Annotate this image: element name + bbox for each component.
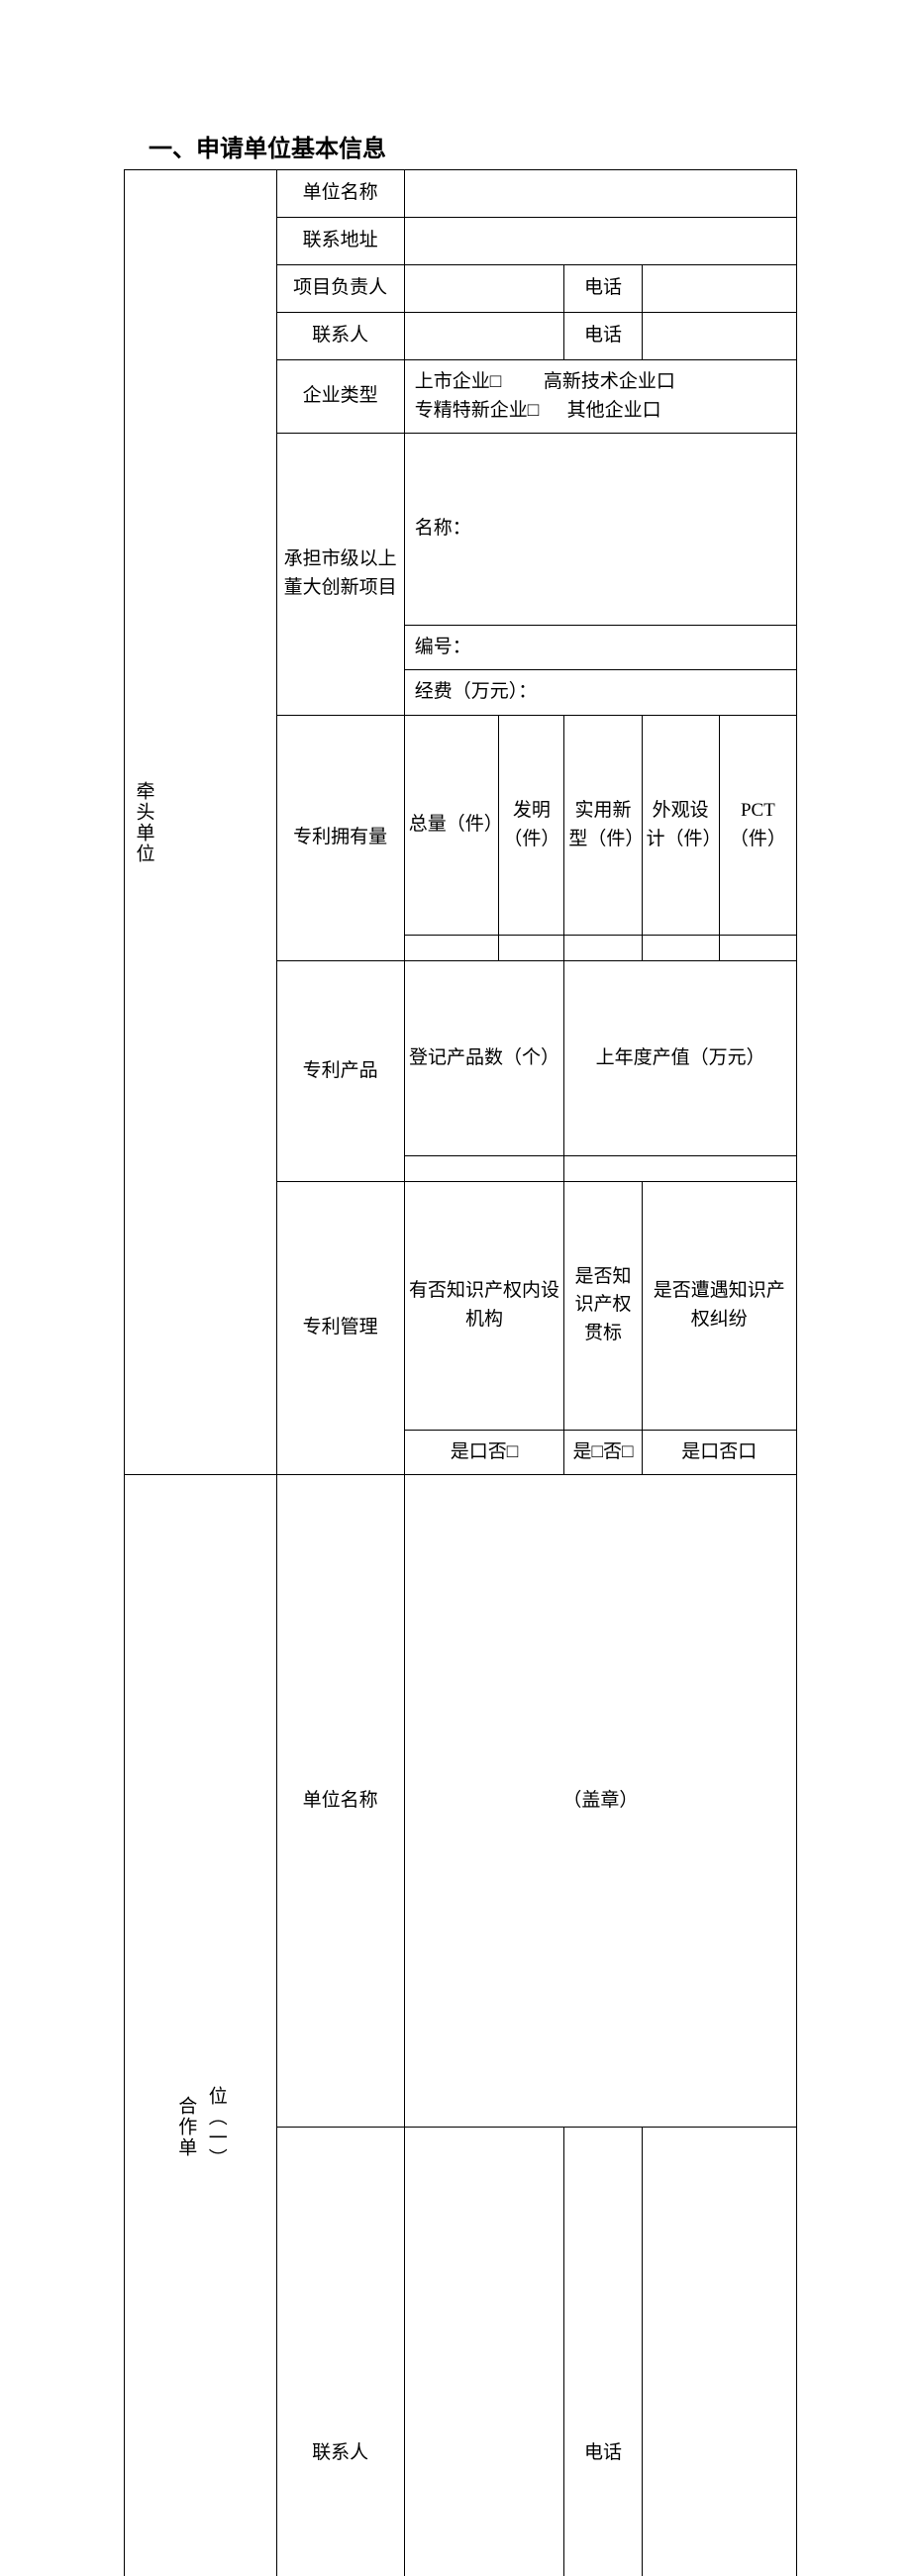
- enterprise-type-options: 上市企业□ 高新技术企业口 专精特新企业□ 其他企业口: [404, 360, 796, 434]
- patent-total-value: [404, 936, 499, 961]
- project-leader-value: [404, 265, 564, 313]
- patent-invention-value: [499, 936, 564, 961]
- major-project-name: 名称：: [404, 434, 796, 626]
- patent-holdings-label: 专利拥有量: [276, 715, 404, 960]
- patent-product-value-header: 上年度产值（万元）: [564, 961, 797, 1155]
- patent-mgmt-standard-header: 是否知识产权贯标: [564, 1181, 642, 1430]
- patent-design-header: 外观设计（件）: [642, 715, 719, 935]
- patent-pct-value: [719, 936, 796, 961]
- patent-product-registered-value: [404, 1155, 564, 1181]
- coop1-phone-value: [642, 2128, 796, 2576]
- patent-mgmt-dispute-value: 是口否口: [642, 1430, 796, 1475]
- coop1-contact-value: [404, 2128, 564, 2576]
- lead-unit-side-label: 牵头单位: [125, 170, 277, 1475]
- coop1-phone-label: 电话: [564, 2128, 642, 2576]
- patent-pct-header: PCT（件）: [719, 715, 796, 935]
- section-title: 一、申请单位基本信息: [109, 129, 802, 163]
- phone-label-1: 电话: [564, 265, 642, 313]
- patent-total-header: 总量（件）: [404, 715, 499, 935]
- enterprise-type-label: 企业类型: [276, 360, 404, 434]
- address-value: [404, 218, 796, 265]
- address-label: 联系地址: [276, 218, 404, 265]
- coop1-contact-label: 联系人: [276, 2128, 404, 2576]
- patent-utility-header: 实用新型（件）: [564, 715, 642, 935]
- patent-product-value-value: [564, 1155, 797, 1181]
- coop1-unit-name-label: 单位名称: [276, 1475, 404, 2128]
- patent-mgmt-internal-header: 有否知识产权内设机构: [404, 1181, 564, 1430]
- patent-design-value: [642, 936, 719, 961]
- major-project-funding: 经费（万元）：: [404, 670, 796, 716]
- contact-label: 联系人: [276, 313, 404, 360]
- phone-value-1: [642, 265, 796, 313]
- unit-name-label: 单位名称: [276, 170, 404, 218]
- patent-product-label: 专利产品: [276, 961, 404, 1181]
- unit-name-value: [404, 170, 796, 218]
- patent-utility-value: [564, 936, 642, 961]
- patent-mgmt-internal-value: 是口否□: [404, 1430, 564, 1475]
- patent-invention-header: 发明（件）: [499, 715, 564, 935]
- patent-mgmt-label: 专利管理: [276, 1181, 404, 1474]
- patent-mgmt-dispute-header: 是否遭遇知识产权纠纷: [642, 1181, 796, 1430]
- project-leader-label: 项目负责人: [276, 265, 404, 313]
- major-project-label: 承担市级以上董大创新项目: [276, 434, 404, 716]
- coop1-unit-name-value: （盖章）: [404, 1475, 796, 2128]
- patent-product-registered-header: 登记产品数（个）: [404, 961, 564, 1155]
- phone-value-2: [642, 313, 796, 360]
- contact-value: [404, 313, 564, 360]
- phone-label-2: 电话: [564, 313, 642, 360]
- coop1-side-label: 合作单 位（一）: [125, 1475, 277, 2576]
- patent-mgmt-standard-value: 是□否□: [564, 1430, 642, 1475]
- major-project-number: 编号：: [404, 625, 796, 670]
- application-form-table: 牵头单位 单位名称 联系地址 项目负责人 电话 联系人 电话 企业类型 上市企业…: [124, 169, 797, 2576]
